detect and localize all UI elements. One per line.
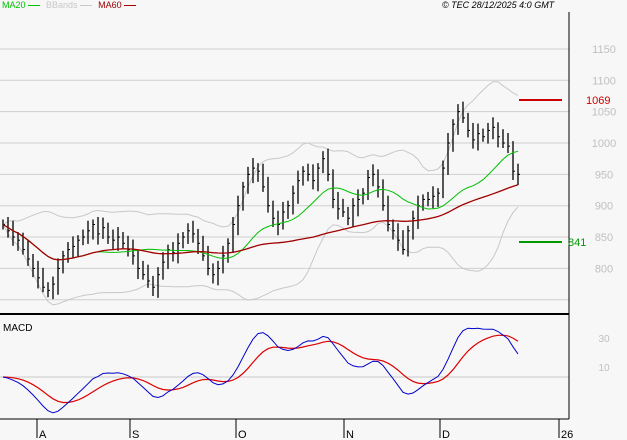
legend-ma60: MA60 [98,0,122,10]
macd-signal-line [2,334,519,404]
y-tick-label: 950 [595,169,613,181]
y-tick-label: 850 [595,232,613,244]
x-tick-label: N [346,429,354,440]
x-tick-label: 26 [561,429,573,440]
macd-line [2,327,519,414]
y-tick-label: 1100 [592,75,616,87]
x-tick-label: D [442,429,450,440]
y-tick-label: 1150 [592,44,616,56]
y-tick-label: 1050 [592,107,616,119]
legend-bbands: BBands [46,0,78,10]
support-label: 841 [568,237,586,249]
resistance-label: 1069 [586,95,610,107]
y-tick-label: 1000 [592,138,616,150]
x-tick-label: O [238,429,247,440]
x-tick-label: S [132,429,139,440]
legend-ma20: MA20 [2,0,26,10]
x-tick-label: A [39,429,47,440]
legend: MA20 BBands MA60 [2,0,136,10]
macd-y-tick-label: 10 [598,363,610,374]
copyright-timestamp: © TEC 28/12/2025 4:0 GMT [442,0,555,10]
y-tick-label: 800 [595,263,613,275]
macd-y-tick-label: 30 [598,334,610,345]
bollinger-lower [2,206,519,306]
bollinger-upper [2,81,519,228]
y-tick-label: 900 [595,201,613,213]
macd-title: MACD [3,323,32,334]
ma60-line [2,184,519,261]
